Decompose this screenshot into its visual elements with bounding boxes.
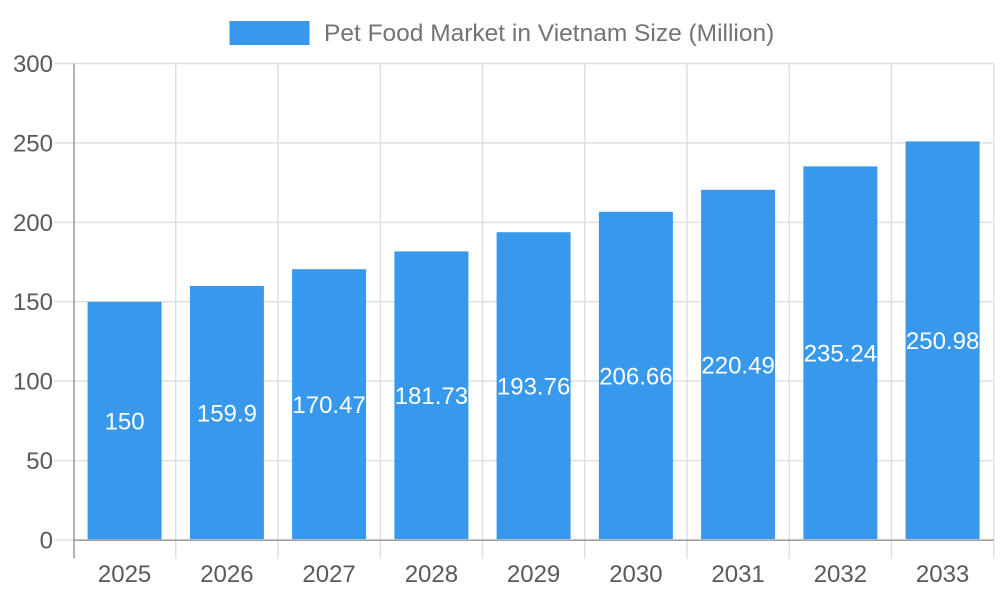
svg-text:200: 200 xyxy=(13,210,53,237)
svg-text:2029: 2029 xyxy=(507,561,560,588)
svg-text:100: 100 xyxy=(13,369,53,396)
svg-text:2028: 2028 xyxy=(405,561,458,588)
svg-text:159.9: 159.9 xyxy=(197,401,257,428)
svg-text:181.73: 181.73 xyxy=(395,383,468,410)
svg-text:2030: 2030 xyxy=(609,561,662,588)
svg-text:150: 150 xyxy=(13,289,53,316)
svg-text:250: 250 xyxy=(13,130,53,157)
svg-text:300: 300 xyxy=(13,51,53,78)
svg-text:250.98: 250.98 xyxy=(906,328,979,355)
svg-text:235.24: 235.24 xyxy=(804,341,877,368)
svg-text:2031: 2031 xyxy=(711,561,764,588)
svg-text:150: 150 xyxy=(105,408,145,435)
svg-text:170.47: 170.47 xyxy=(292,392,365,419)
svg-text:2026: 2026 xyxy=(200,561,253,588)
svg-text:50: 50 xyxy=(26,448,53,475)
svg-text:2033: 2033 xyxy=(916,561,969,588)
svg-text:193.76: 193.76 xyxy=(497,374,570,401)
svg-text:Pet Food Market in Vietnam Siz: Pet Food Market in Vietnam Size (Million… xyxy=(324,20,774,47)
svg-text:0: 0 xyxy=(40,528,53,555)
svg-text:2025: 2025 xyxy=(98,561,151,588)
svg-text:220.49: 220.49 xyxy=(701,352,774,379)
svg-text:2032: 2032 xyxy=(814,561,867,588)
svg-text:2027: 2027 xyxy=(302,561,355,588)
svg-text:206.66: 206.66 xyxy=(599,363,672,390)
